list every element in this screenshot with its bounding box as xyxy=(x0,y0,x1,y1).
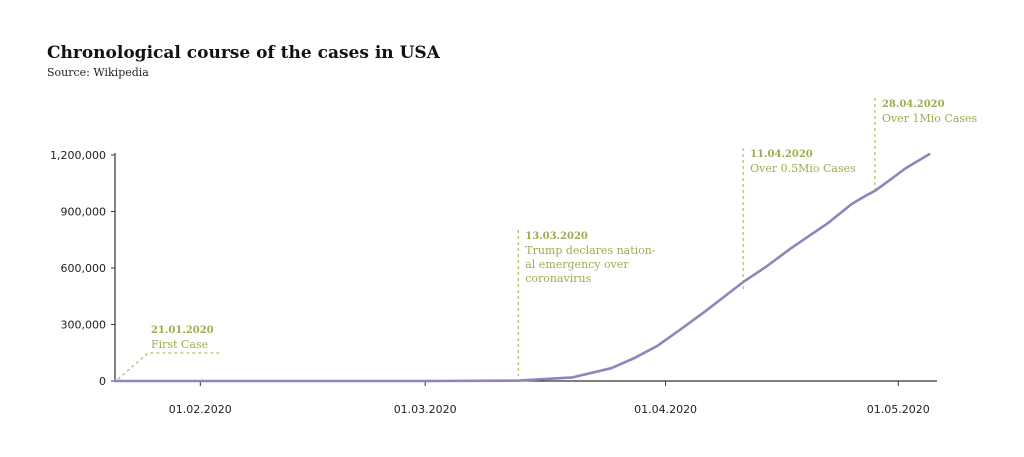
annotation-text: coronavirus xyxy=(525,272,591,285)
annotation-text: First Case xyxy=(151,338,208,351)
annotation-text: al emergency over xyxy=(525,258,629,271)
x-tick-label: 01.03.2020 xyxy=(394,403,457,416)
chart-subtitle: Source: Wikipedia xyxy=(47,66,149,79)
x-tick-label: 01.02.2020 xyxy=(169,403,232,416)
annotation-leader-line xyxy=(117,352,220,380)
annotation-date: 13.03.2020 xyxy=(525,231,588,242)
cases-series-line xyxy=(113,152,931,383)
chart-title: Chronological course of the cases in USA xyxy=(47,43,440,63)
y-tick-label: 300,000 xyxy=(61,319,107,332)
y-tick-label: 0 xyxy=(99,375,106,388)
y-tick-label: 900,000 xyxy=(61,206,107,219)
y-tick-label: 1,200,000 xyxy=(50,149,106,162)
annotation-date: 21.01.2020 xyxy=(151,325,214,336)
annotation-date: 28.04.2020 xyxy=(882,99,945,110)
x-tick-label: 01.05.2020 xyxy=(867,403,930,416)
annotation-text: Over 1Mio Cases xyxy=(882,112,978,125)
annotation-text: Trump declares nation- xyxy=(525,244,656,257)
annotation-date: 11.04.2020 xyxy=(750,149,813,160)
annotation-text: Over 0.5Mio Cases xyxy=(750,162,856,175)
x-tick-label: 01.04.2020 xyxy=(634,403,697,416)
y-tick-label: 600,000 xyxy=(61,262,107,275)
